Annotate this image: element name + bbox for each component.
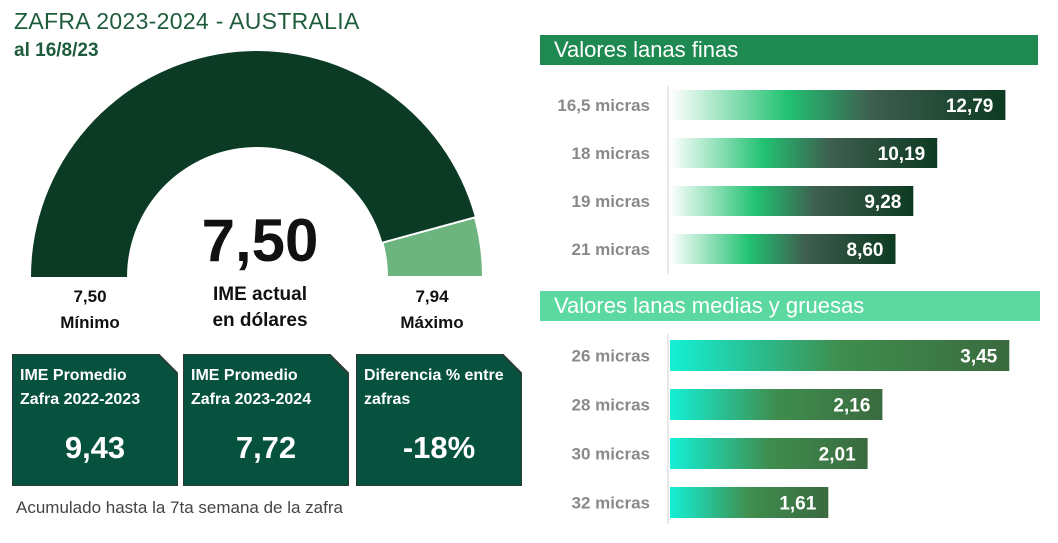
bar-charts: 16,5 micras 12,79 18 micras 10,19 19 micras 9…	[557, 86, 1010, 524]
bar-fine-1	[670, 138, 938, 168]
card-background	[183, 354, 349, 486]
card-label: IME Promedio Zafra 2022-2023	[20, 367, 141, 408]
data-label: 9,28	[864, 192, 901, 213]
category-label: 19 micras	[572, 192, 650, 211]
gauge-arc-current	[31, 50, 475, 277]
card-label: IME Promedio Zafra 2023-2024	[191, 367, 312, 408]
category-label: 28 micras	[572, 396, 650, 415]
gauge-value: 7,50	[201, 207, 319, 274]
card-ime-2022-2023: IME Promedio Zafra 2022-2023 9,43	[12, 354, 178, 486]
data-label: 2,16	[833, 396, 870, 417]
card-label: Diferencia % entre zafras	[364, 367, 504, 408]
date-subtitle: al 16/8/23	[14, 40, 99, 61]
category-label: 21 micras	[572, 240, 650, 259]
gauge-max: 7,94 Máximo	[372, 284, 492, 336]
data-label: 3,45	[960, 347, 997, 368]
gauge-label: IME actual en dólares	[180, 282, 340, 334]
gauge-arc-remaining	[381, 216, 485, 278]
data-label: 10,19	[878, 144, 926, 165]
card-background	[356, 354, 522, 486]
bar-medium-1	[670, 389, 883, 420]
category-label: 30 micras	[572, 445, 650, 464]
gauge-min: 7,50 Mínimo	[30, 284, 150, 336]
card-value: 9,43	[64, 430, 126, 465]
footnote: Acumulado hasta la 7ta semana de la zafr…	[16, 498, 343, 517]
card-diferencia: Diferencia % entre zafras -18%	[356, 354, 522, 486]
gauge-label-line1: IME actual	[213, 284, 307, 305]
bar-medium-3	[670, 487, 829, 518]
gauge-max-value: 7,94	[415, 287, 449, 306]
card-value: -18%	[402, 430, 476, 465]
category-label: 32 micras	[572, 494, 650, 513]
category-label: 16,5 micras	[557, 96, 650, 115]
gauge-min-value: 7,50	[73, 287, 107, 306]
data-label: 1,61	[779, 494, 816, 515]
bar-fine-3	[670, 234, 896, 264]
bar-medium-2	[670, 438, 868, 469]
data-label: 8,60	[847, 240, 884, 261]
gauge-chart	[31, 50, 485, 278]
data-label: 2,01	[819, 445, 856, 466]
data-label: 12,79	[946, 96, 994, 117]
bar-fine-2	[670, 186, 914, 216]
page-title: ZAFRA 2023-2024 - AUSTRALIA	[14, 8, 360, 34]
card-background	[12, 354, 178, 486]
card-ime-2023-2024: IME Promedio Zafra 2023-2024 7,72	[183, 354, 349, 486]
bar-medium-0	[670, 340, 1010, 371]
gauge-max-label: Máximo	[400, 313, 464, 332]
category-label: 18 micras	[572, 144, 650, 163]
category-label: 26 micras	[572, 347, 650, 366]
gauge-label-line2: en dólares	[212, 310, 308, 331]
gauge-min-label: Mínimo	[60, 313, 120, 332]
section-header-fine: Valores lanas finas	[540, 35, 1038, 65]
card-value: 7,72	[235, 430, 297, 465]
bar-fine-0	[670, 90, 1006, 120]
section-header-medium: Valores lanas medias y gruesas	[540, 291, 1040, 321]
